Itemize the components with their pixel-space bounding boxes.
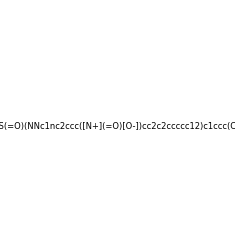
Text: O=S(=O)(NNc1nc2ccc([N+](=O)[O-])cc2c2ccccc12)c1ccc(C)cc1: O=S(=O)(NNc1nc2ccc([N+](=O)[O-])cc2c2ccc… [0,122,235,131]
